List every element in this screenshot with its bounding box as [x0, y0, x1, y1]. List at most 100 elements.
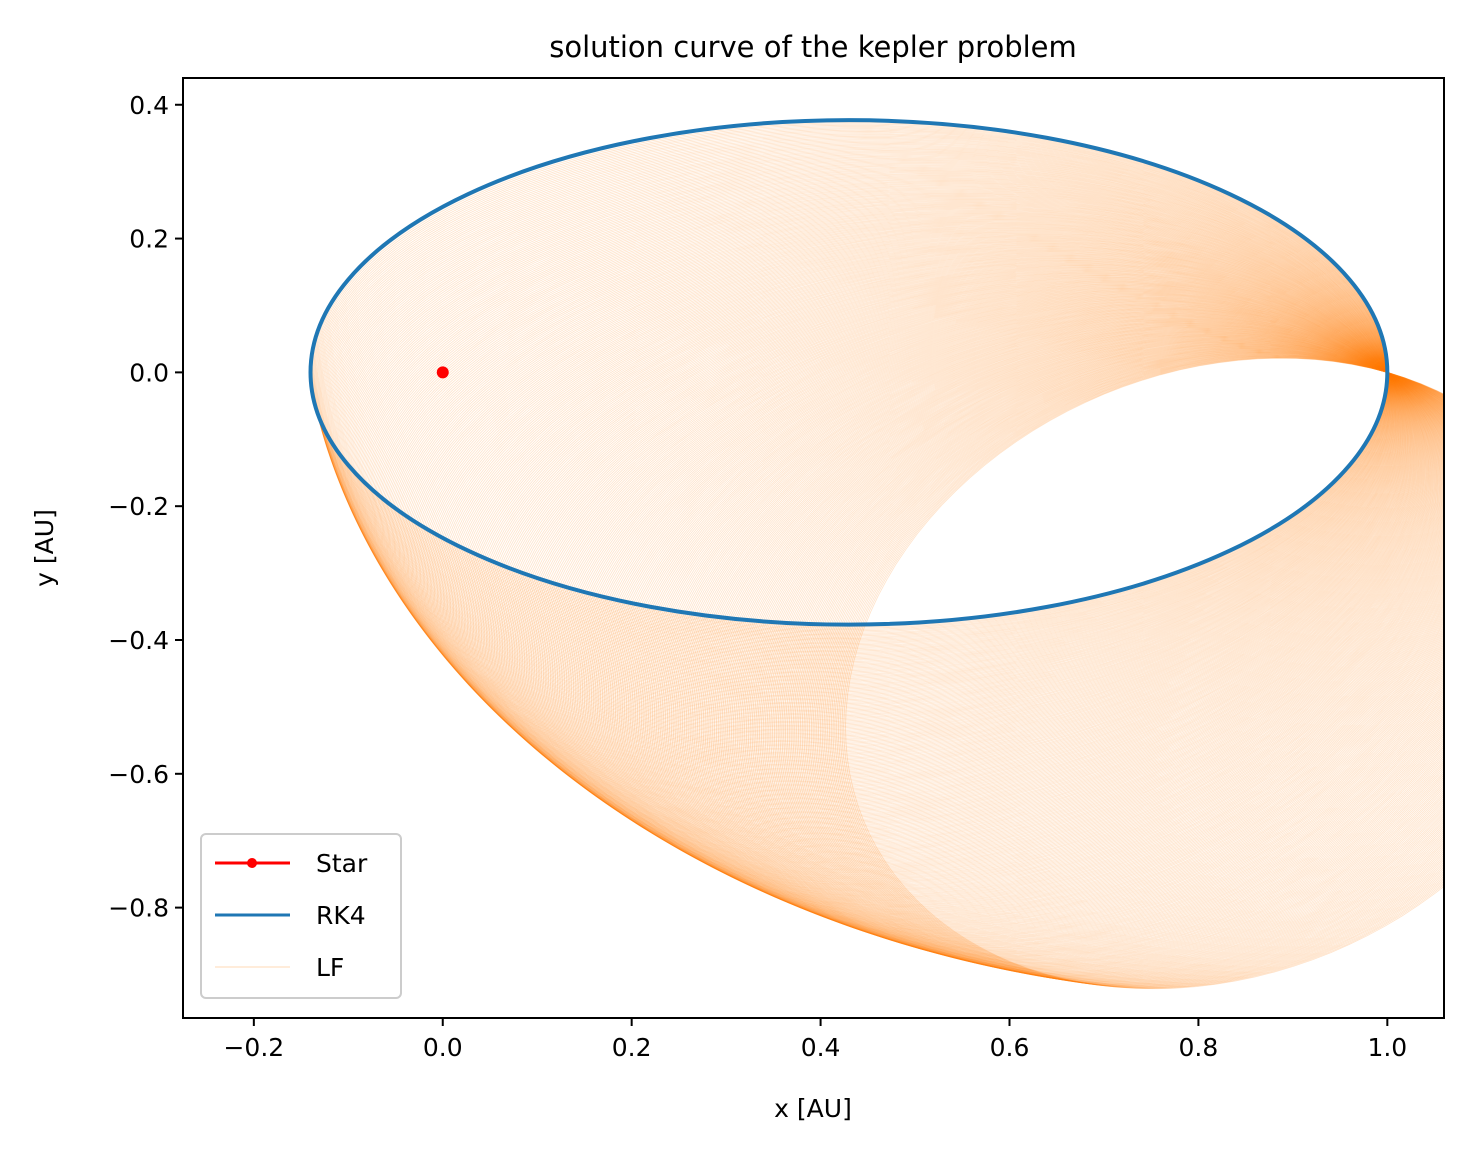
lf-orbit	[317, 138, 1388, 645]
lf-orbit	[335, 166, 1390, 678]
lf-orbit	[384, 214, 1399, 744]
x-axis-label: x [AU]	[774, 1094, 852, 1123]
lf-orbit	[682, 328, 1444, 946]
lf-orbit	[380, 212, 1398, 740]
lf-orbit	[603, 309, 1444, 910]
lf-orbit	[633, 317, 1444, 925]
lf-orbit	[558, 296, 1444, 886]
lf-orbit	[402, 227, 1403, 764]
lf-orbit	[367, 201, 1396, 724]
lf-orbit	[392, 221, 1401, 753]
lf-orbit	[653, 322, 1444, 934]
lf-orbit	[562, 297, 1444, 888]
lf-orbit	[327, 155, 1389, 664]
lf-orbit	[601, 309, 1444, 910]
lf-orbit	[571, 300, 1444, 893]
lf-orbit	[719, 336, 1444, 959]
lf-orbit	[495, 274, 1428, 844]
lf-orbit	[548, 293, 1444, 879]
lf-orbit	[451, 255, 1415, 810]
lf-orbit	[674, 327, 1444, 943]
lf-orbit	[388, 218, 1400, 749]
lf-orbit	[648, 321, 1444, 932]
lf-orbit	[518, 283, 1435, 860]
lf-orbit	[799, 351, 1444, 981]
lf-orbit	[530, 287, 1439, 868]
lf-orbit	[832, 355, 1444, 988]
lf-orbit	[411, 233, 1405, 773]
lf-orbit	[357, 192, 1394, 712]
lf-orbit	[801, 351, 1444, 982]
lf-orbit	[399, 225, 1402, 760]
lf-orbit	[691, 330, 1444, 949]
lf-orbit	[465, 261, 1419, 821]
legend-lf-label: LF	[316, 953, 344, 982]
lf-orbit	[612, 312, 1444, 915]
y-tick-label: 0.0	[129, 358, 169, 387]
lf-orbit	[447, 252, 1414, 806]
lf-orbit	[407, 231, 1404, 769]
lf-orbit	[807, 352, 1444, 983]
lf-orbit	[405, 229, 1404, 767]
lf-orbit	[727, 338, 1444, 962]
lf-orbit	[328, 156, 1389, 666]
lf-orbit	[823, 354, 1444, 986]
lf-orbit	[839, 356, 1444, 989]
rk4-series	[308, 118, 1390, 627]
lf-orbit	[689, 330, 1444, 949]
lf-orbit	[555, 295, 1444, 884]
lf-orbit	[454, 256, 1416, 812]
lf-orbit	[666, 325, 1444, 940]
lf-orbit	[598, 308, 1444, 908]
lf-orbit	[326, 153, 1389, 662]
lf-orbit	[770, 346, 1444, 974]
lf-orbit	[414, 235, 1406, 776]
lf-orbit	[469, 263, 1420, 825]
lf-orbit	[585, 304, 1444, 901]
lf-orbit	[642, 319, 1444, 929]
lf-orbit	[517, 282, 1434, 859]
lf-orbit	[843, 357, 1444, 989]
legend-frame	[200, 833, 402, 999]
lf-orbit	[515, 281, 1434, 858]
lf-orbit	[710, 334, 1444, 956]
lf-orbit	[379, 211, 1398, 739]
lf-orbit	[611, 311, 1444, 914]
lf-orbit	[551, 294, 1444, 881]
lf-orbit	[448, 253, 1414, 807]
lf-orbit	[697, 332, 1444, 951]
y-tick-label: −0.2	[108, 492, 169, 521]
lf-orbit	[827, 355, 1444, 987]
lf-orbit	[712, 335, 1444, 957]
lf-orbit	[353, 187, 1393, 705]
lf-orbit	[501, 276, 1430, 849]
lf-orbit	[371, 204, 1396, 729]
lf-orbit	[745, 341, 1444, 967]
lf-orbit	[346, 180, 1392, 695]
lf-orbit	[313, 128, 1388, 634]
lf-orbit	[792, 349, 1444, 980]
lf-orbit	[365, 199, 1395, 721]
lf-orbit	[315, 132, 1388, 638]
lf-orbit	[803, 351, 1444, 982]
lf-orbit	[772, 346, 1444, 975]
lf-orbit	[488, 271, 1426, 839]
lf-orbit	[362, 197, 1395, 718]
lf-orbit	[415, 235, 1406, 777]
lf-orbit	[723, 337, 1444, 961]
lf-orbit	[337, 169, 1391, 682]
legend-rk4-label: RK4	[316, 901, 366, 930]
y-tick-label: −0.4	[108, 626, 169, 655]
lf-orbit	[459, 258, 1417, 816]
x-tick-label: 0.0	[423, 1033, 463, 1062]
lf-orbit	[567, 299, 1444, 891]
lf-orbit	[625, 315, 1444, 921]
lf-orbit	[668, 325, 1444, 940]
y-tick-label: −0.8	[108, 894, 169, 923]
lf-orbit	[370, 203, 1396, 728]
lf-orbit	[314, 130, 1388, 637]
lf-orbit	[339, 172, 1391, 684]
lf-orbit	[532, 287, 1439, 869]
lf-orbit	[678, 328, 1444, 944]
lf-orbit	[393, 221, 1401, 755]
